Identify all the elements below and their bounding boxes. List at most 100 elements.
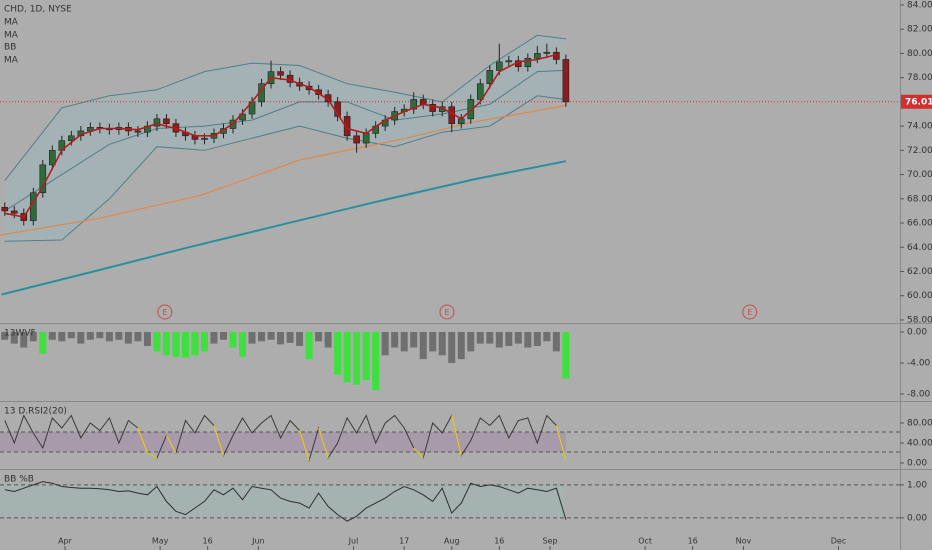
low-segment <box>147 452 158 459</box>
wvf-bar <box>457 331 465 360</box>
wvf-bar <box>495 331 503 348</box>
wvf-bar <box>20 331 28 348</box>
wvf-bar <box>343 331 351 383</box>
y-tick-label: 80.00 <box>907 419 932 429</box>
wvf-bar <box>1 331 9 340</box>
candle-body <box>486 70 494 85</box>
wvf-bar <box>305 331 313 360</box>
wvf-bar <box>372 331 380 391</box>
wvf-bar <box>29 331 37 342</box>
wvf-bar <box>58 331 66 342</box>
earnings-marker <box>157 304 173 320</box>
candle-body <box>353 135 360 144</box>
candle-body <box>134 130 142 133</box>
wvf-bar <box>96 331 104 339</box>
y-tick-label: 74.00 <box>907 122 932 132</box>
wvf-bar <box>514 331 522 344</box>
low-segment <box>555 425 567 461</box>
wvf-bar <box>438 331 446 356</box>
wvf-bar <box>419 331 427 360</box>
panel-title: BB %B <box>4 475 34 485</box>
low-segment <box>451 415 462 456</box>
legend-entry: MA <box>4 18 19 28</box>
wvf-bar <box>533 331 541 346</box>
earnings-marker <box>439 304 455 320</box>
wvf-bar <box>543 331 551 342</box>
wvf-bar <box>153 331 161 352</box>
y-tick-label: 82.00 <box>907 25 932 35</box>
symbol-title: CHD, 1D, NYSE <box>4 5 72 15</box>
candle-body <box>343 116 351 137</box>
bb-basis <box>4 69 566 212</box>
wvf-bar <box>362 331 370 381</box>
wvf-bar <box>353 331 361 385</box>
y-tick-label: 0.00 <box>907 327 927 337</box>
wvf-bar <box>448 331 456 364</box>
earnings-label: E <box>747 308 752 317</box>
low-segment <box>213 425 225 456</box>
moving-average <box>4 53 557 218</box>
y-tick-label: 58.00 <box>907 315 932 325</box>
wvf-bar <box>219 331 227 340</box>
wvf-bar <box>467 331 475 352</box>
wvf-bar <box>258 331 266 342</box>
y-tick-label: 40.00 <box>907 439 932 449</box>
wvf-bar <box>181 331 189 358</box>
y-tick-label: 0.00 <box>907 459 927 469</box>
y-tick-label: -8.00 <box>907 390 931 400</box>
candle-body <box>153 118 161 127</box>
x-tick-label: Aug <box>444 537 460 546</box>
y-tick-label: 84.00 <box>907 0 932 10</box>
wvf-bar <box>39 331 47 354</box>
wvf-bar <box>134 331 142 342</box>
wvf-bar <box>10 331 18 344</box>
y-tick-label: -4.00 <box>907 359 931 369</box>
panel-title: 13 D.RSI2(20) <box>4 407 67 417</box>
candle-body <box>543 51 551 54</box>
wvf-bar <box>200 331 208 352</box>
earnings-label: E <box>162 308 167 317</box>
wvf-bar <box>315 331 323 342</box>
wvf-bar <box>210 331 218 344</box>
y-tick-label: 70.00 <box>907 170 932 180</box>
x-tick-label: Sep <box>542 537 557 546</box>
wvf-bar <box>334 331 342 375</box>
x-tick-label: 16 <box>688 537 698 546</box>
wvf-bar <box>86 331 94 340</box>
wvf-bar <box>524 331 532 348</box>
band-fill <box>0 432 566 452</box>
candle-body <box>524 57 532 68</box>
low-segment <box>318 427 329 459</box>
wvf-bar <box>324 331 332 348</box>
wvf-bar <box>505 331 513 346</box>
candle-body <box>362 133 370 144</box>
wvf-bar <box>400 331 408 352</box>
y-tick-label: 1.00 <box>907 480 927 490</box>
wvf-bar <box>286 331 294 343</box>
wvf-bar <box>143 331 151 346</box>
wvf-bar <box>248 331 256 344</box>
bb-fill <box>4 35 566 242</box>
wvf-bar <box>277 331 285 345</box>
y-tick-label: 0.00 <box>907 513 927 523</box>
y-tick-label: 68.00 <box>907 194 932 204</box>
candle-body <box>277 71 284 76</box>
wvf-bar <box>172 331 180 357</box>
candle-body <box>429 104 437 112</box>
y-tick-label: 64.00 <box>907 243 932 253</box>
bb-lower <box>4 95 566 242</box>
wvf-bar <box>267 331 275 340</box>
wvf-bar <box>410 331 418 348</box>
wvf-bar <box>296 331 304 346</box>
wvf-bar <box>429 331 437 352</box>
low-segment <box>165 435 177 454</box>
earnings-label: E <box>444 308 449 317</box>
x-tick-label: Oct <box>638 537 652 546</box>
x-tick-label: Jul <box>348 537 359 546</box>
y-tick-label: 72.00 <box>907 146 932 156</box>
x-tick-label: 16 <box>203 537 213 546</box>
y-tick-label: 62.00 <box>907 267 932 277</box>
wvf-bar <box>105 331 113 342</box>
candle-body <box>39 164 47 194</box>
